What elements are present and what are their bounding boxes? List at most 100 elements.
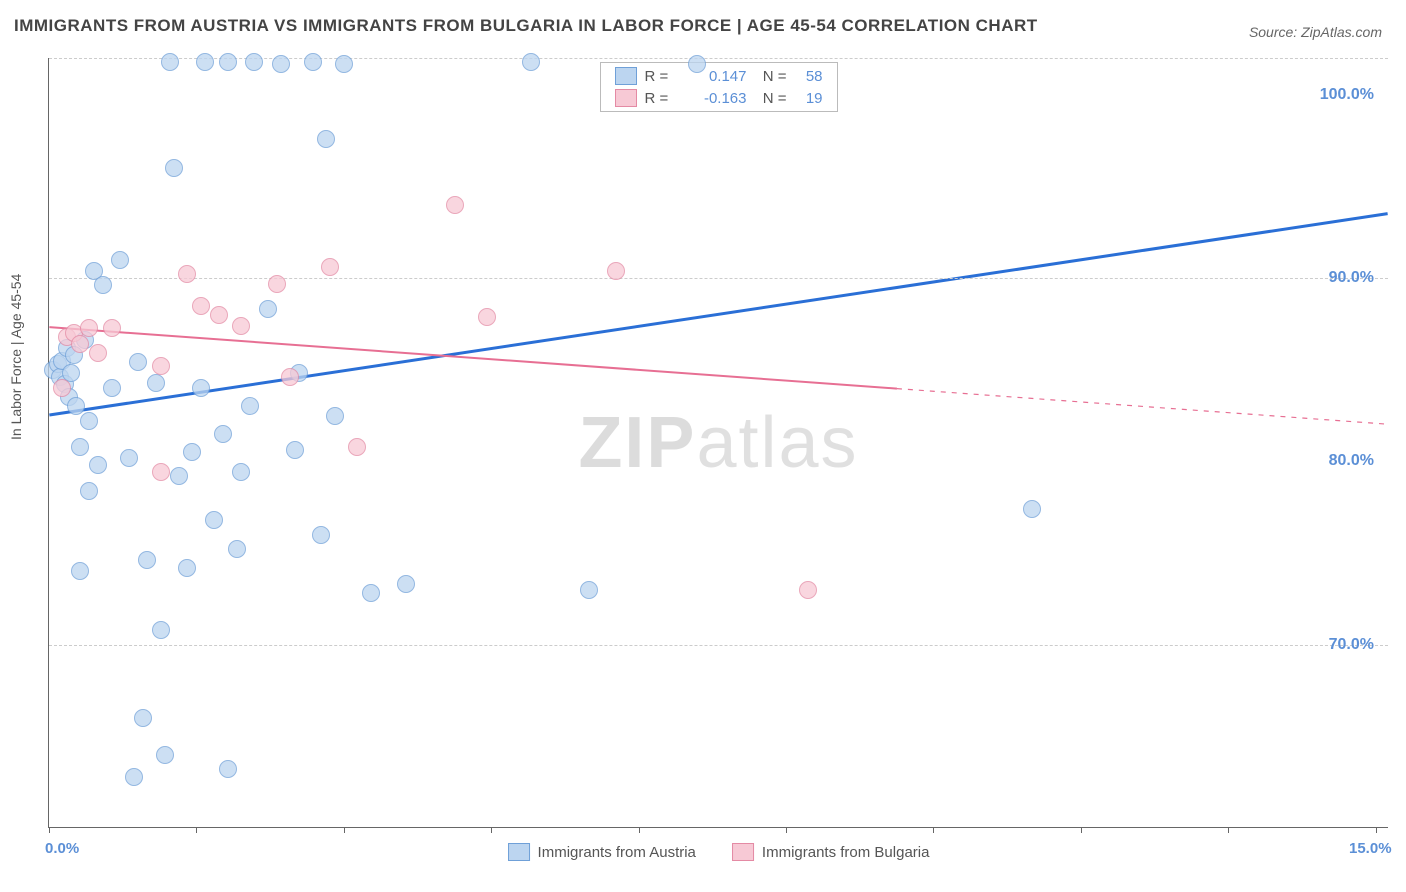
data-point — [147, 374, 165, 392]
data-point — [219, 760, 237, 778]
data-point — [799, 581, 817, 599]
series-legend: Immigrants from Austria Immigrants from B… — [508, 843, 930, 861]
data-point — [80, 412, 98, 430]
data-point — [53, 379, 71, 397]
data-point — [245, 53, 263, 71]
data-point — [138, 551, 156, 569]
x-tick-label: 0.0% — [45, 840, 79, 857]
regression-line-dashed — [897, 389, 1388, 425]
data-point — [348, 438, 366, 456]
x-tick — [639, 827, 640, 833]
data-point — [120, 449, 138, 467]
chart-title: IMMIGRANTS FROM AUSTRIA VS IMMIGRANTS FR… — [14, 16, 1038, 36]
data-point — [67, 397, 85, 415]
data-point — [152, 463, 170, 481]
y-tick-label: 90.0% — [1329, 269, 1374, 287]
data-point — [335, 55, 353, 73]
legend-item: Immigrants from Bulgaria — [732, 843, 930, 861]
data-point — [71, 335, 89, 353]
correlation-legend-row-bulgaria: R = -0.163 N = 19 — [601, 87, 837, 109]
swatch-bulgaria — [615, 89, 637, 107]
data-point — [152, 621, 170, 639]
gridline-horizontal — [49, 645, 1388, 646]
n-value-bulgaria: 19 — [795, 90, 823, 107]
data-point — [156, 746, 174, 764]
n-label: N = — [755, 90, 787, 107]
data-point — [205, 511, 223, 529]
data-point — [232, 463, 250, 481]
r-label: R = — [645, 68, 679, 85]
data-point — [183, 443, 201, 461]
data-point — [286, 441, 304, 459]
x-tick — [49, 827, 50, 833]
data-point — [304, 53, 322, 71]
data-point — [397, 575, 415, 593]
correlation-legend: R = 0.147 N = 58 R = -0.163 N = 19 — [600, 62, 838, 112]
data-point — [312, 526, 330, 544]
data-point — [111, 251, 129, 269]
r-value-bulgaria: -0.163 — [687, 90, 747, 107]
data-point — [272, 55, 290, 73]
data-point — [321, 258, 339, 276]
y-tick-label: 80.0% — [1329, 452, 1374, 470]
data-point — [134, 709, 152, 727]
regression-line-solid — [49, 327, 897, 388]
x-tick — [196, 827, 197, 833]
data-point — [268, 275, 286, 293]
data-point — [232, 317, 250, 335]
legend-label: Immigrants from Austria — [538, 844, 696, 861]
n-label: N = — [755, 68, 787, 85]
y-axis-label: In Labor Force | Age 45-54 — [8, 274, 24, 440]
data-point — [317, 130, 335, 148]
x-tick — [933, 827, 934, 833]
data-point — [478, 308, 496, 326]
watermark-rest: atlas — [696, 403, 858, 483]
data-point — [192, 379, 210, 397]
y-tick-label: 100.0% — [1320, 86, 1374, 104]
data-point — [89, 344, 107, 362]
data-point — [103, 379, 121, 397]
data-point — [1023, 500, 1041, 518]
data-point — [192, 297, 210, 315]
source-attribution: Source: ZipAtlas.com — [1249, 24, 1382, 40]
data-point — [210, 306, 228, 324]
legend-swatch — [508, 843, 530, 861]
y-tick-label: 70.0% — [1329, 636, 1374, 654]
data-point — [580, 581, 598, 599]
data-point — [326, 407, 344, 425]
data-point — [607, 262, 625, 280]
data-point — [178, 559, 196, 577]
data-point — [214, 425, 232, 443]
data-point — [165, 159, 183, 177]
data-point — [228, 540, 246, 558]
data-point — [80, 319, 98, 337]
legend-label: Immigrants from Bulgaria — [762, 844, 930, 861]
swatch-austria — [615, 67, 637, 85]
r-label: R = — [645, 90, 679, 107]
data-point — [170, 467, 188, 485]
data-point — [241, 397, 259, 415]
data-point — [178, 265, 196, 283]
data-point — [71, 562, 89, 580]
x-tick-label: 15.0% — [1349, 840, 1392, 857]
n-value-austria: 58 — [795, 68, 823, 85]
data-point — [219, 53, 237, 71]
data-point — [522, 53, 540, 71]
data-point — [446, 196, 464, 214]
watermark: ZIPatlas — [578, 402, 858, 484]
regression-lines-layer — [49, 58, 1388, 827]
x-tick — [786, 827, 787, 833]
correlation-legend-row-austria: R = 0.147 N = 58 — [601, 65, 837, 87]
data-point — [103, 319, 121, 337]
x-tick — [1081, 827, 1082, 833]
x-tick — [1376, 827, 1377, 833]
data-point — [152, 357, 170, 375]
legend-item: Immigrants from Austria — [508, 843, 696, 861]
watermark-bold: ZIP — [578, 403, 696, 483]
data-point — [94, 276, 112, 294]
data-point — [71, 438, 89, 456]
data-point — [89, 456, 107, 474]
x-tick — [1228, 827, 1229, 833]
gridline-horizontal — [49, 278, 1388, 279]
data-point — [161, 53, 179, 71]
